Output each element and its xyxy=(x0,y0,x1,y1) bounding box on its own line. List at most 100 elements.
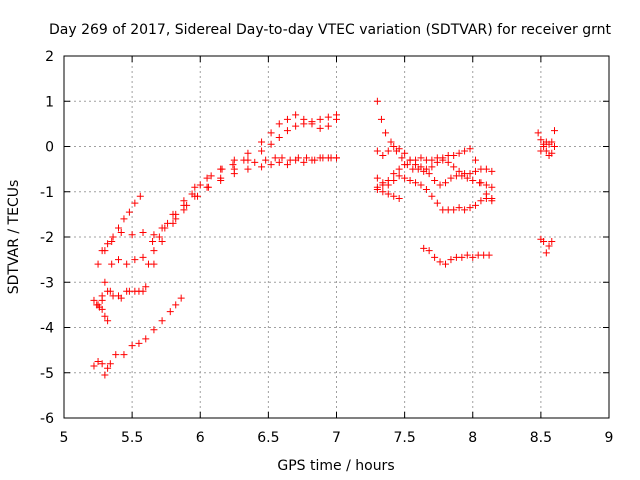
data-point xyxy=(135,339,143,347)
y-axis-label: SDTVAR / TECUs xyxy=(6,180,22,295)
data-point xyxy=(117,228,125,236)
data-point xyxy=(537,147,545,155)
data-point xyxy=(551,143,558,150)
data-point xyxy=(172,210,180,218)
x-tick-label: 5.5 xyxy=(121,430,143,446)
data-point xyxy=(128,231,136,239)
data-point xyxy=(109,233,117,241)
data-point xyxy=(390,176,398,184)
data-point xyxy=(545,242,553,250)
data-point xyxy=(128,342,136,350)
data-point xyxy=(395,195,403,203)
data-point xyxy=(450,206,458,214)
data-point xyxy=(142,283,150,291)
data-point xyxy=(439,154,447,162)
data-point xyxy=(442,179,449,187)
data-point xyxy=(131,199,139,207)
data-point xyxy=(463,174,471,182)
data-point xyxy=(158,238,166,246)
data-point xyxy=(191,183,199,191)
data-point xyxy=(112,351,120,359)
data-point xyxy=(406,176,414,184)
data-point xyxy=(180,201,188,209)
x-tick-label: 5 xyxy=(60,430,69,446)
series-track-5 xyxy=(98,192,144,255)
data-point xyxy=(166,308,174,316)
data-point xyxy=(390,170,398,178)
axis-ticks xyxy=(63,55,610,419)
data-point xyxy=(139,253,147,261)
data-point xyxy=(292,111,300,119)
x-tick-label: 8.5 xyxy=(530,430,552,446)
data-point xyxy=(436,181,444,189)
data-point xyxy=(379,179,387,187)
data-point xyxy=(417,163,425,171)
series-track-12 xyxy=(373,185,403,203)
data-point xyxy=(401,149,409,157)
data-point xyxy=(155,233,163,241)
data-point xyxy=(244,165,252,173)
data-point xyxy=(390,192,398,200)
data-point xyxy=(294,154,302,162)
data-point xyxy=(420,244,428,252)
data-point xyxy=(455,149,463,157)
data-point xyxy=(488,197,496,205)
data-point xyxy=(139,287,147,295)
data-point xyxy=(455,204,463,212)
y-tick-label: -6 xyxy=(40,411,54,427)
chart-title: Day 269 of 2017, Sidereal Day-to-day VTE… xyxy=(49,22,611,38)
data-point xyxy=(115,256,122,264)
data-point xyxy=(471,156,479,164)
data-point xyxy=(258,163,266,171)
data-point xyxy=(308,120,316,128)
data-point xyxy=(275,120,283,128)
data-point xyxy=(98,305,106,313)
data-point xyxy=(390,143,398,150)
data-point xyxy=(164,219,172,227)
data-point xyxy=(395,145,403,153)
data-point xyxy=(450,163,458,171)
data-point xyxy=(196,181,204,189)
data-points xyxy=(90,97,558,379)
data-point xyxy=(230,170,238,178)
data-point xyxy=(207,172,215,180)
data-point xyxy=(104,317,112,325)
data-point xyxy=(428,156,436,164)
data-point xyxy=(106,287,114,295)
data-point xyxy=(377,115,385,123)
data-point xyxy=(98,360,106,368)
series-track-16 xyxy=(537,235,556,257)
data-point xyxy=(433,199,441,207)
data-point xyxy=(534,129,542,137)
data-point xyxy=(258,138,266,146)
data-point xyxy=(104,364,112,372)
x-tick-label: 6 xyxy=(196,430,205,446)
data-point xyxy=(120,215,128,223)
data-point xyxy=(108,238,116,246)
data-point xyxy=(267,140,275,148)
y-tick-label: -4 xyxy=(40,321,54,337)
data-point xyxy=(485,251,493,259)
data-point xyxy=(425,170,433,178)
data-point xyxy=(537,136,545,144)
data-point xyxy=(412,179,420,187)
data-point xyxy=(123,287,131,295)
data-point xyxy=(395,172,403,180)
data-point xyxy=(428,192,436,200)
series-track-4 xyxy=(98,154,340,304)
data-point xyxy=(542,249,550,257)
data-point xyxy=(401,174,409,182)
data-point xyxy=(267,129,275,137)
data-point xyxy=(373,97,381,105)
data-point xyxy=(471,201,479,209)
series-track-7 xyxy=(90,296,112,325)
data-point xyxy=(271,154,279,162)
data-point xyxy=(379,188,387,196)
data-point xyxy=(412,156,420,164)
data-point xyxy=(455,167,463,175)
data-point xyxy=(161,224,169,232)
data-point xyxy=(149,238,157,246)
data-point xyxy=(300,115,308,123)
data-point xyxy=(373,185,381,193)
data-point xyxy=(136,192,144,200)
